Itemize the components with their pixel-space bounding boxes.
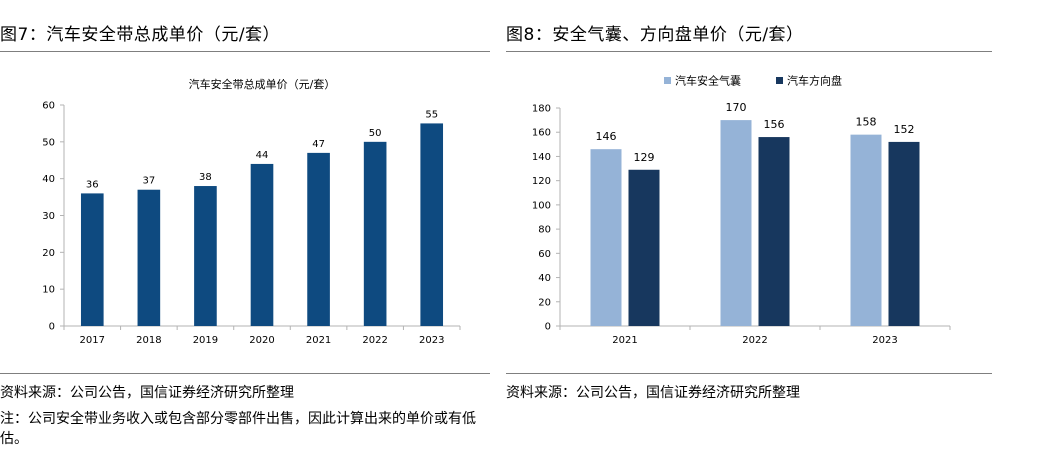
legend-swatch [664, 77, 671, 84]
bar [888, 141, 920, 326]
bar [363, 141, 387, 326]
data-label: 129 [634, 151, 655, 164]
x-tick-label: 2018 [136, 335, 161, 346]
bar [137, 189, 161, 326]
figure-7-title: 图7：汽车安全带总成单价（元/套） [0, 25, 281, 45]
airbag-steering-price-chart: 汽车安全气囊 汽车方向盘 0 20 40 60 80 100 120 140 160 180 146 12… [532, 74, 951, 346]
x-tick-label: 2022 [742, 335, 767, 346]
x-tick-label: 2023 [419, 335, 444, 346]
x-tick-label: 2023 [872, 335, 897, 346]
x-tick-label: 2022 [362, 335, 387, 346]
y-tick-label: 0 [49, 322, 55, 333]
y-tick-label: 160 [532, 128, 551, 139]
data-label: 152 [894, 123, 915, 136]
x-tick-label: 2021 [306, 335, 331, 346]
y-tick-label: 10 [42, 285, 55, 296]
bar [250, 163, 274, 326]
data-label: 156 [764, 118, 785, 131]
bar [758, 137, 790, 326]
seatbelt-price-chart: 汽车安全带总成单价（元/套） 0 10 20 30 40 50 60 36 2017 37 2018 3… [42, 77, 461, 346]
data-label: 55 [425, 109, 438, 120]
left-source-text: 资料来源：公司公告，国信证券经济研究所整理 [0, 385, 294, 401]
data-label: 36 [86, 179, 99, 190]
y-tick-label: 20 [42, 248, 55, 259]
bar [80, 193, 104, 326]
y-tick-label: 80 [538, 225, 551, 236]
y-tick-label: 40 [538, 273, 551, 284]
left-top-rule [0, 51, 490, 52]
left-figure-panel: 图7：汽车安全带总成单价（元/套） 汽车安全带总成单价（元/套） 0 10 20 30 4… [0, 0, 490, 466]
x-tick-label: 2021 [612, 335, 637, 346]
y-tick-label: 120 [532, 176, 551, 187]
legend-swatch [776, 77, 783, 84]
right-bottom-rule [506, 373, 992, 374]
data-label: 170 [726, 101, 747, 114]
bar [590, 149, 622, 326]
bar [850, 134, 882, 326]
x-tick-label: 2020 [249, 335, 274, 346]
y-tick-label: 40 [42, 174, 55, 185]
right-top-rule [506, 51, 992, 52]
data-label: 158 [856, 116, 877, 129]
right-source-text: 资料来源：公司公告，国信证券经济研究所整理 [506, 385, 800, 401]
data-label: 44 [256, 150, 269, 161]
bar [194, 186, 217, 326]
y-tick-label: 30 [42, 211, 55, 222]
y-tick-label: 60 [538, 249, 551, 260]
data-label: 37 [142, 176, 155, 187]
figure-8-title: 图8：安全气囊、方向盘单价（元/套） [506, 25, 804, 45]
bar [420, 123, 444, 326]
bar [628, 169, 660, 326]
bar [307, 152, 330, 326]
y-tick-label: 20 [538, 297, 551, 308]
data-label: 38 [199, 172, 212, 183]
y-tick-label: 140 [532, 152, 551, 163]
left-bottom-rule [0, 373, 490, 374]
data-label: 50 [369, 128, 382, 139]
y-tick-label: 100 [532, 200, 551, 211]
y-tick-label: 60 [42, 101, 55, 112]
x-tick-label: 2017 [80, 335, 105, 346]
legend-label: 汽车方向盘 [787, 74, 842, 88]
bar [720, 120, 752, 326]
y-tick-label: 180 [532, 104, 551, 115]
y-tick-label: 50 [42, 137, 55, 148]
data-label: 146 [596, 130, 617, 143]
right-figure-panel: 图8：安全气囊、方向盘单价（元/套） 汽车安全气囊 汽车方向盘 0 20 40 60 80 1… [506, 0, 992, 466]
legend-label: 汽车安全气囊 [675, 74, 741, 88]
x-tick-label: 2019 [193, 335, 218, 346]
left-note-text: 注：公司安全带业务收入或包含部分零部件出售，因此计算出来的单价或有低估。 [0, 411, 476, 447]
data-label: 47 [312, 139, 325, 150]
y-tick-label: 0 [545, 322, 551, 333]
chart-title: 汽车安全带总成单价（元/套） [189, 77, 336, 91]
